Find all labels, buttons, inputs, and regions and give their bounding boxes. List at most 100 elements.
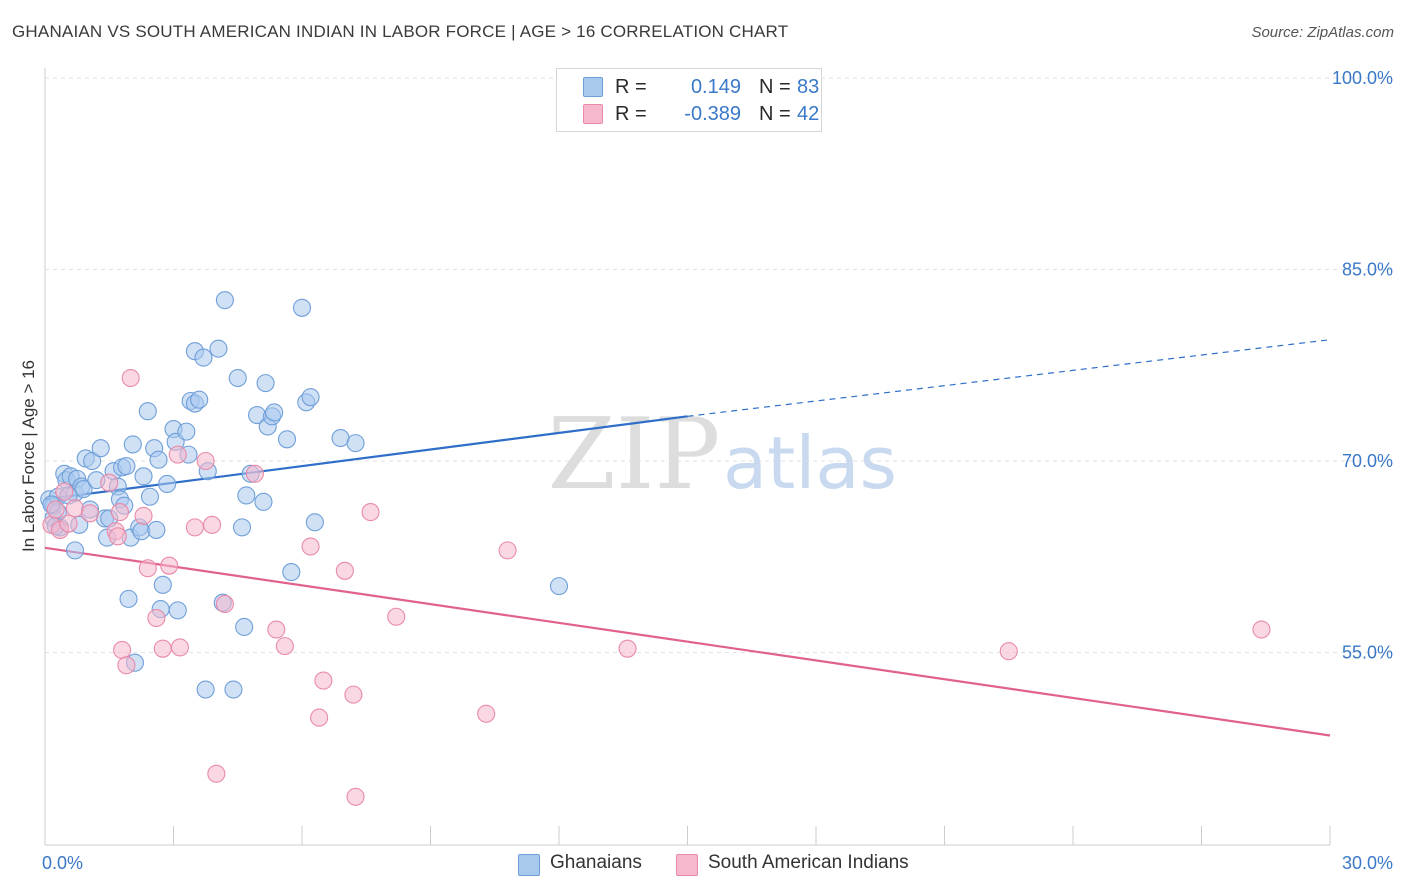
data-point bbox=[282, 563, 301, 582]
data-point bbox=[618, 639, 637, 658]
data-point bbox=[331, 428, 350, 448]
data-point bbox=[346, 434, 365, 453]
legend-r-label: R = bbox=[615, 76, 647, 98]
data-point bbox=[207, 764, 226, 783]
data-point bbox=[228, 368, 247, 388]
data-point bbox=[108, 527, 127, 546]
data-point bbox=[305, 513, 324, 532]
data-point bbox=[314, 671, 333, 690]
data-point bbox=[292, 298, 312, 317]
correlation-legend: R = 0.149 N = 83 R = -0.389 N = 42 bbox=[556, 68, 822, 132]
data-point bbox=[185, 518, 204, 537]
data-point bbox=[235, 617, 254, 637]
series-swatch-pink bbox=[676, 854, 698, 876]
series-points-ghanaians bbox=[40, 291, 569, 699]
legend-swatch-blue bbox=[583, 77, 603, 97]
legend-n-label: N = bbox=[759, 103, 791, 125]
data-point bbox=[117, 457, 136, 476]
data-point bbox=[147, 608, 166, 628]
data-point bbox=[203, 515, 222, 534]
data-point bbox=[498, 541, 517, 560]
data-point bbox=[65, 541, 85, 560]
data-point bbox=[134, 506, 153, 525]
data-point bbox=[168, 601, 187, 620]
data-point bbox=[301, 388, 320, 407]
data-point bbox=[335, 561, 354, 580]
data-point bbox=[346, 787, 365, 806]
y-tick-label: 85.0% bbox=[1342, 260, 1393, 280]
data-point bbox=[232, 518, 252, 537]
data-point bbox=[1252, 620, 1271, 639]
data-point bbox=[160, 556, 179, 575]
data-point bbox=[215, 594, 234, 614]
watermark-atlas: atlas bbox=[723, 421, 897, 505]
data-point bbox=[65, 499, 85, 518]
data-point bbox=[344, 685, 363, 704]
data-point bbox=[123, 435, 142, 454]
data-point bbox=[310, 708, 329, 727]
data-point bbox=[265, 403, 284, 422]
data-point bbox=[194, 348, 213, 367]
data-point bbox=[117, 656, 136, 675]
axes bbox=[44, 68, 1331, 846]
data-point bbox=[245, 464, 264, 483]
data-point bbox=[999, 642, 1018, 661]
data-point bbox=[549, 577, 569, 596]
data-point bbox=[121, 368, 140, 388]
data-point bbox=[153, 575, 172, 594]
data-points bbox=[40, 291, 1271, 806]
data-point bbox=[158, 474, 177, 494]
data-point bbox=[153, 639, 172, 658]
legend-n-label: N = bbox=[759, 76, 791, 98]
data-point bbox=[59, 514, 78, 533]
watermark-zip: ZIP bbox=[548, 398, 721, 512]
data-point bbox=[83, 451, 102, 471]
legend-n-value: 83 bbox=[797, 76, 820, 98]
data-point bbox=[215, 291, 234, 310]
data-point bbox=[237, 486, 256, 505]
data-point bbox=[80, 504, 100, 523]
data-point bbox=[196, 680, 215, 699]
series-legend: Ghanaians South American Indians bbox=[0, 852, 1406, 878]
x-tick-label: 30.0% bbox=[1342, 853, 1393, 873]
watermark: ZIP atlas bbox=[548, 398, 897, 512]
legend-r-value: 0.149 bbox=[690, 76, 741, 98]
data-point bbox=[209, 339, 228, 358]
source-label: Source: ZipAtlas.com bbox=[1251, 24, 1394, 41]
y-tick-label: 55.0% bbox=[1342, 643, 1393, 663]
data-point bbox=[254, 492, 273, 511]
data-point bbox=[177, 422, 196, 441]
data-point bbox=[361, 503, 380, 522]
data-point bbox=[149, 450, 168, 469]
data-point bbox=[277, 430, 297, 449]
data-point bbox=[74, 480, 93, 499]
chart-title: GHANAIAN VS SOUTH AMERICAN INDIAN IN LAB… bbox=[12, 22, 789, 41]
legend-r-value: -0.389 bbox=[684, 103, 741, 125]
data-point bbox=[147, 520, 166, 539]
data-point bbox=[138, 559, 157, 578]
x-tick-label: 0.0% bbox=[42, 853, 83, 873]
axis-labels: 55.0% 70.0% 85.0% 100.0% 0.0% 30.0% In Labor F… bbox=[19, 68, 1393, 873]
data-point bbox=[91, 439, 110, 458]
data-point bbox=[134, 467, 153, 486]
grid-lines bbox=[45, 77, 1392, 653]
data-point bbox=[119, 589, 138, 608]
y-tick-label: 100.0% bbox=[1332, 68, 1393, 88]
trend-lines bbox=[44, 339, 1331, 737]
data-point bbox=[113, 640, 132, 659]
data-point bbox=[256, 374, 275, 393]
data-point bbox=[301, 537, 320, 556]
data-point bbox=[170, 638, 189, 657]
data-point bbox=[110, 503, 130, 522]
data-point bbox=[100, 473, 119, 492]
trend-line bbox=[44, 546, 1331, 737]
series-label: Ghanaians bbox=[550, 852, 642, 873]
legend-swatch-pink bbox=[583, 104, 603, 124]
legend-n-value: 42 bbox=[797, 103, 820, 125]
data-point bbox=[46, 500, 65, 519]
data-point bbox=[132, 522, 151, 541]
data-point bbox=[138, 402, 157, 421]
y-axis-label: In Labor Force | Age > 16 bbox=[19, 360, 38, 552]
data-point bbox=[190, 390, 209, 409]
